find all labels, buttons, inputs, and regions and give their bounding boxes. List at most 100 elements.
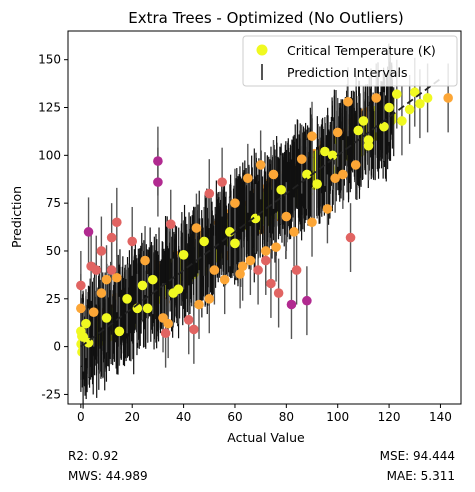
data-point xyxy=(255,160,266,170)
chart-title: Extra Trees - Optimized (No Outliers) xyxy=(128,9,404,27)
data-point xyxy=(330,173,340,184)
data-point xyxy=(189,324,199,335)
data-point xyxy=(302,295,312,306)
data-point xyxy=(147,274,158,285)
data-point xyxy=(271,242,281,252)
data-point xyxy=(140,255,150,266)
legend-label-critical-temperature: Critical Temperature (K) xyxy=(287,43,436,58)
data-point xyxy=(101,313,112,323)
data-point xyxy=(191,223,202,233)
data-point xyxy=(83,337,94,348)
data-point xyxy=(225,227,235,237)
data-point xyxy=(289,227,299,237)
data-point xyxy=(250,213,261,224)
data-point xyxy=(83,227,94,237)
data-point xyxy=(217,177,227,187)
y-tick-label: 125 xyxy=(38,101,61,115)
legend-marker-critical-temperature xyxy=(256,44,268,56)
data-point xyxy=(312,179,322,189)
data-point xyxy=(443,93,453,103)
x-tick-label: 20 xyxy=(125,410,140,424)
data-point xyxy=(260,255,271,266)
data-point xyxy=(88,307,99,317)
data-point xyxy=(76,280,86,291)
mws-stat: MWS: 44.989 xyxy=(68,469,148,483)
data-point xyxy=(404,104,415,115)
data-point xyxy=(168,288,179,298)
data-point xyxy=(142,303,153,314)
y-axis-ticks: -25 0 25 50 75 100 125 150 xyxy=(38,53,68,401)
y-tick-label: 75 xyxy=(46,196,61,210)
mae-stat: MAE: 5.311 xyxy=(386,469,455,483)
data-point xyxy=(379,121,389,132)
data-point xyxy=(153,177,163,187)
data-point xyxy=(204,188,215,199)
data-point xyxy=(114,326,125,337)
data-point xyxy=(199,236,209,247)
y-tick-label: 0 xyxy=(53,340,61,354)
data-point xyxy=(81,318,91,329)
data-point xyxy=(183,315,194,325)
data-point xyxy=(422,93,433,103)
data-point xyxy=(122,293,132,304)
data-point xyxy=(253,265,263,275)
data-point xyxy=(281,211,292,222)
data-point xyxy=(384,102,394,113)
r2-stat: R2: 0.92 xyxy=(68,449,119,463)
data-point xyxy=(358,116,369,126)
data-point xyxy=(286,299,297,310)
data-point xyxy=(209,265,220,275)
data-point xyxy=(260,246,271,256)
data-point xyxy=(76,303,86,314)
x-tick-label: 0 xyxy=(77,410,85,424)
data-point xyxy=(345,232,356,243)
data-point xyxy=(332,127,343,138)
x-axis-ticks: 0 20 40 60 80 100 120 140 xyxy=(77,404,452,424)
data-point xyxy=(96,288,107,298)
data-point xyxy=(106,232,117,243)
data-point xyxy=(235,269,245,279)
data-point xyxy=(322,204,333,214)
data-point xyxy=(153,156,163,166)
data-point xyxy=(160,328,171,339)
data-point xyxy=(243,173,253,184)
data-point xyxy=(127,236,138,247)
legend-label-prediction-intervals: Prediction Intervals xyxy=(287,65,407,80)
data-point xyxy=(302,169,312,180)
data-point xyxy=(320,146,330,157)
data-point xyxy=(266,278,276,289)
data-point xyxy=(296,154,307,164)
data-point xyxy=(409,87,420,98)
data-point xyxy=(165,219,176,229)
data-point xyxy=(245,255,256,266)
data-point xyxy=(237,261,248,272)
x-tick-label: 120 xyxy=(378,410,401,424)
data-point xyxy=(391,89,402,99)
y-tick-label: 25 xyxy=(46,292,61,306)
data-point xyxy=(371,93,382,103)
x-axis-label: Actual Value xyxy=(227,430,305,445)
data-point xyxy=(276,184,286,195)
data-point xyxy=(230,198,240,208)
data-point xyxy=(307,131,317,142)
data-point xyxy=(178,250,189,260)
data-point xyxy=(350,160,361,170)
data-point xyxy=(415,98,425,109)
data-point xyxy=(112,217,122,228)
data-point xyxy=(163,318,173,329)
data-point xyxy=(112,272,122,283)
x-tick-label: 100 xyxy=(326,410,349,424)
data-point xyxy=(137,280,148,291)
identity-reference-line xyxy=(80,78,441,348)
data-point xyxy=(204,293,215,304)
x-tick-label: 140 xyxy=(429,410,452,424)
y-tick-label: 50 xyxy=(46,244,61,258)
data-point xyxy=(230,238,240,249)
data-point xyxy=(353,125,364,136)
data-point xyxy=(268,169,279,180)
y-tick-label: -25 xyxy=(41,387,61,401)
data-point xyxy=(101,274,112,285)
data-point xyxy=(363,135,374,145)
data-point xyxy=(291,265,302,275)
